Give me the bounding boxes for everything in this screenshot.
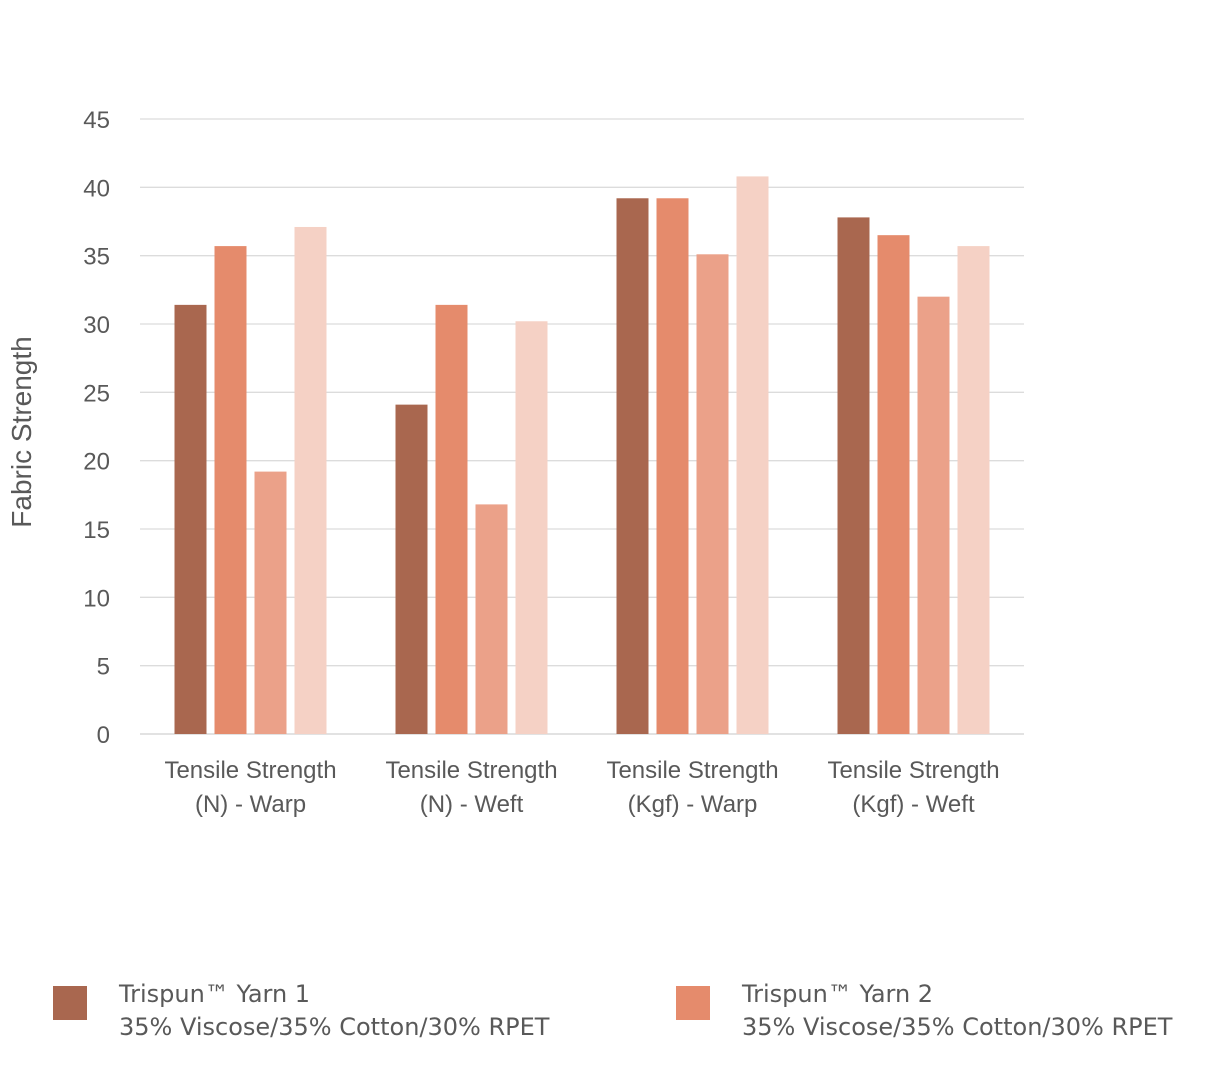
- bar-series1-cat3: [616, 198, 649, 734]
- x-tick-label-3-line1: Tensile Strength: [606, 757, 778, 784]
- y-tick-label-15: 15: [83, 517, 110, 544]
- gridlines: [140, 118, 1024, 735]
- bar-series4-cat1: [294, 226, 327, 734]
- legend-item-1: Trispun™ Yarn 1 35% Viscose/35% Cotton/3…: [53, 978, 549, 1044]
- bar-series3-cat3: [696, 254, 729, 735]
- bar-series4-cat4: [957, 246, 990, 734]
- x-tick-label-4-line2: (Kgf) - Weft: [852, 791, 975, 818]
- legend-label-1-line1: Trispun™ Yarn 1: [119, 980, 311, 1008]
- y-tick-label-30: 30: [83, 312, 110, 339]
- bar-series1-cat2: [395, 404, 428, 734]
- y-tick-label-0: 0: [97, 722, 110, 749]
- bar-series1-cat1: [174, 304, 207, 734]
- bar-series4-cat3: [736, 176, 769, 734]
- y-axis-label: Fabric Strength: [6, 336, 37, 527]
- x-tick-label-2-line1: Tensile Strength: [385, 757, 557, 784]
- bar-series2-cat2: [435, 304, 468, 734]
- legend-label-2-line1: Trispun™ Yarn 2: [742, 980, 934, 1008]
- y-tick-label-35: 35: [83, 244, 110, 271]
- x-tick-label-4-line1: Tensile Strength: [827, 757, 999, 784]
- x-tick-label-1-line1: Tensile Strength: [164, 757, 336, 784]
- legend-label-2-line2: 35% Viscose/35% Cotton/30% RPET: [742, 1013, 1173, 1041]
- bar-series1-cat4: [837, 217, 870, 734]
- y-tick-label-20: 20: [83, 449, 110, 476]
- x-tick-label-2-line2: (N) - Weft: [420, 791, 524, 818]
- y-tick-label-45: 45: [83, 107, 110, 134]
- bar-series2-cat4: [877, 235, 910, 734]
- bar-series2-cat3: [656, 198, 689, 734]
- x-axis-labels: Tensile Strength (N) - Warp Tensile Streng…: [164, 757, 999, 818]
- bar-series3-cat2: [475, 504, 508, 734]
- legend-swatch-2: [676, 986, 710, 1020]
- legend-item-2: Trispun™ Yarn 2 35% Viscose/35% Cotton/3…: [676, 978, 1172, 1044]
- legend-label-1-line2: 35% Viscose/35% Cotton/30% RPET: [119, 1013, 550, 1041]
- y-axis-ticks: 0 5 10 15 20 25 30 35 40 45: [83, 107, 110, 749]
- y-tick-label-25: 25: [83, 380, 110, 407]
- bar-series3-cat4: [917, 296, 950, 734]
- y-tick-label-40: 40: [83, 175, 110, 202]
- y-tick-label-10: 10: [83, 585, 110, 612]
- x-tick-label-3-line2: (Kgf) - Warp: [628, 791, 758, 818]
- y-tick-label-5: 5: [97, 654, 110, 681]
- legend-swatch-1: [53, 986, 87, 1020]
- bar-series2-cat1: [214, 246, 247, 734]
- bar-series3-cat1: [254, 471, 287, 734]
- x-tick-label-1-line2: (N) - Warp: [195, 791, 306, 818]
- bar-series4-cat2: [515, 321, 548, 734]
- bars: [174, 176, 990, 735]
